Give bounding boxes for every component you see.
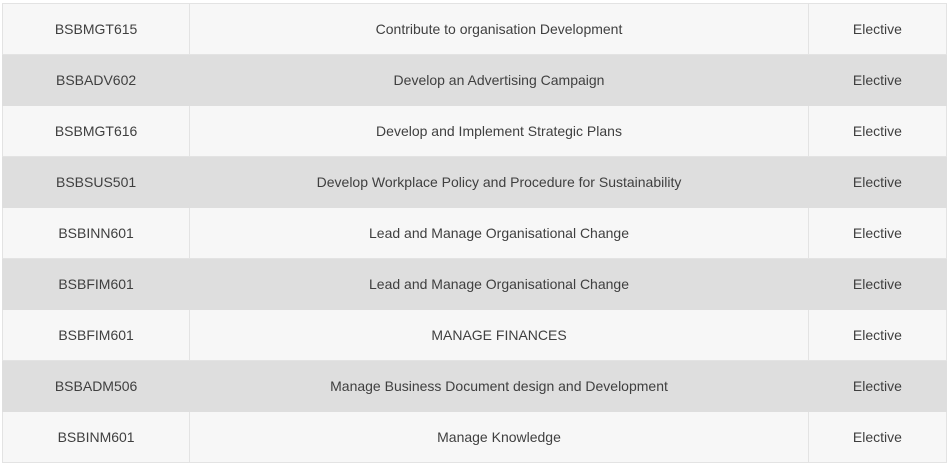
units-table-body: BSBMGT615 Contribute to organisation Dev… [1,3,948,463]
unit-title-cell: Lead and Manage Organisational Change [189,258,809,310]
unit-code-cell: BSBINM601 [1,411,191,463]
unit-code-cell: BSBADM506 [1,360,191,412]
table-row: BSBINM601 Manage Knowledge Elective [1,411,948,463]
unit-title-cell: Develop and Implement Strategic Plans [189,105,809,157]
unit-type-cell: Elective [807,105,948,157]
unit-title-cell: Manage Business Document design and Deve… [189,360,809,412]
unit-title-cell: Contribute to organisation Development [189,3,809,55]
unit-title-cell: MANAGE FINANCES [189,309,809,361]
unit-code-cell: BSBMGT615 [1,3,191,55]
table-row: BSBFIM601 Lead and Manage Organisational… [1,258,948,310]
unit-type-cell: Elective [807,156,948,208]
unit-type-cell: Elective [807,309,948,361]
unit-code-cell: BSBFIM601 [1,309,191,361]
table-row: BSBMGT615 Contribute to organisation Dev… [1,3,948,55]
unit-type-cell: Elective [807,411,948,463]
unit-type-cell: Elective [807,258,948,310]
unit-type-cell: Elective [807,207,948,259]
table-row: BSBSUS501 Develop Workplace Policy and P… [1,156,948,208]
unit-code-cell: BSBINN601 [1,207,191,259]
unit-type-cell: Elective [807,360,948,412]
unit-title-cell: Develop an Advertising Campaign [189,54,809,106]
unit-title-cell: Develop Workplace Policy and Procedure f… [189,156,809,208]
unit-title-cell: Manage Knowledge [189,411,809,463]
unit-type-cell: Elective [807,54,948,106]
unit-type-cell: Elective [807,3,948,55]
unit-code-cell: BSBFIM601 [1,258,191,310]
unit-code-cell: BSBMGT616 [1,105,191,157]
table-row: BSBFIM601 MANAGE FINANCES Elective [1,309,948,361]
unit-code-cell: BSBADV602 [1,54,191,106]
unit-title-cell: Lead and Manage Organisational Change [189,207,809,259]
table-row: BSBINN601 Lead and Manage Organisational… [1,207,948,259]
table-row: BSBMGT616 Develop and Implement Strategi… [1,105,948,157]
table-row: BSBADV602 Develop an Advertising Campaig… [1,54,948,106]
unit-code-cell: BSBSUS501 [1,156,191,208]
table-row: BSBADM506 Manage Business Document desig… [1,360,948,412]
units-table: BSBMGT615 Contribute to organisation Dev… [1,3,948,463]
